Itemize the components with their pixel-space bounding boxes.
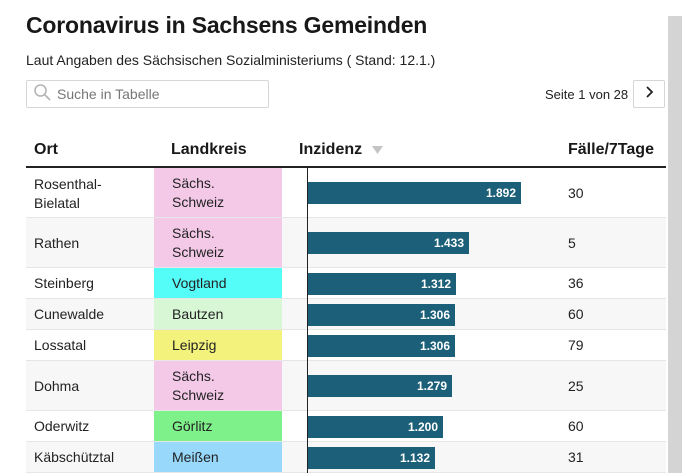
table-row: Käbschütztal Meißen 1.132 31 <box>26 442 666 473</box>
cell-faelle: 60 <box>568 305 584 324</box>
page-title: Coronavirus in Sachsens Gemeinden <box>26 12 427 39</box>
search-input[interactable] <box>57 86 257 102</box>
column-header-inzidenz-label: Inzidenz <box>299 141 362 159</box>
column-header-faelle[interactable]: Fälle/7Tage <box>568 141 654 159</box>
incidence-bar: 1.892 <box>308 182 521 204</box>
cell-landkreis: Sächs. Schweiz <box>154 218 282 267</box>
table-row: Lossatal Leipzig 1.306 79 <box>26 330 666 361</box>
cell-landkreis: Sächs. Schweiz <box>154 361 282 410</box>
search-box[interactable] <box>26 80 269 108</box>
incidence-bar: 1.433 <box>308 232 469 254</box>
table-body: Rosenthal-Bielatal Sächs. Schweiz 1.892 30 R… <box>26 168 666 473</box>
table-row: Rathen Sächs. Schweiz 1.433 5 <box>26 218 666 268</box>
page-subtitle: Laut Angaben des Sächsischen Sozialminis… <box>26 52 435 68</box>
cell-faelle: 25 <box>568 377 584 396</box>
cell-ort: Dohma <box>34 377 79 396</box>
table-row: Cunewalde Bautzen 1.306 60 <box>26 299 666 330</box>
cell-faelle: 30 <box>568 184 584 203</box>
chevron-right-icon <box>644 85 654 103</box>
incidence-bar: 1.312 <box>308 273 456 295</box>
cell-faelle: 31 <box>568 448 584 467</box>
column-header-landkreis[interactable]: Landkreis <box>171 141 247 159</box>
cell-landkreis: Vogtland <box>154 268 282 298</box>
incidence-bar: 1.200 <box>308 416 443 438</box>
cell-ort: Steinberg <box>34 274 94 293</box>
incidence-bar: 1.306 <box>308 304 455 326</box>
column-header-ort[interactable]: Ort <box>34 141 58 159</box>
cell-landkreis: Bautzen <box>154 299 282 329</box>
cell-ort: Cunewalde <box>34 305 104 324</box>
search-icon <box>33 83 51 106</box>
table-row: Oderwitz Görlitz 1.200 60 <box>26 411 666 442</box>
cell-ort: Oderwitz <box>34 417 89 436</box>
cell-ort: Rathen <box>34 234 79 253</box>
column-header-inzidenz[interactable]: Inzidenz <box>299 141 383 159</box>
bar-axis-line <box>307 168 308 473</box>
next-page-button[interactable] <box>633 80 665 108</box>
incidence-bar: 1.279 <box>308 375 452 397</box>
cell-faelle: 36 <box>568 274 584 293</box>
sort-descending-icon <box>362 141 383 159</box>
cell-landkreis: Sächs. Schweiz <box>154 168 282 217</box>
cell-landkreis: Görlitz <box>154 411 282 441</box>
table-row: Steinberg Vogtland 1.312 36 <box>26 268 666 299</box>
incidence-bar: 1.306 <box>308 335 455 357</box>
cell-ort: Rosenthal-Bielatal <box>34 175 124 213</box>
pagination-label: Seite 1 von 28 <box>545 87 628 102</box>
table-row: Rosenthal-Bielatal Sächs. Schweiz 1.892 30 <box>26 168 666 218</box>
cell-faelle: 79 <box>568 336 584 355</box>
cell-faelle: 5 <box>568 234 576 253</box>
scrollbar[interactable] <box>668 16 682 473</box>
table-row: Dohma Sächs. Schweiz 1.279 25 <box>26 361 666 411</box>
incidence-bar: 1.132 <box>308 447 435 469</box>
cell-ort: Käbschütztal <box>34 448 114 467</box>
cell-ort: Lossatal <box>34 336 86 355</box>
cell-faelle: 60 <box>568 417 584 436</box>
cell-landkreis: Meißen <box>154 442 282 472</box>
table-header: Ort Landkreis Inzidenz Fälle/7Tage <box>26 134 666 168</box>
cell-landkreis: Leipzig <box>154 330 282 360</box>
